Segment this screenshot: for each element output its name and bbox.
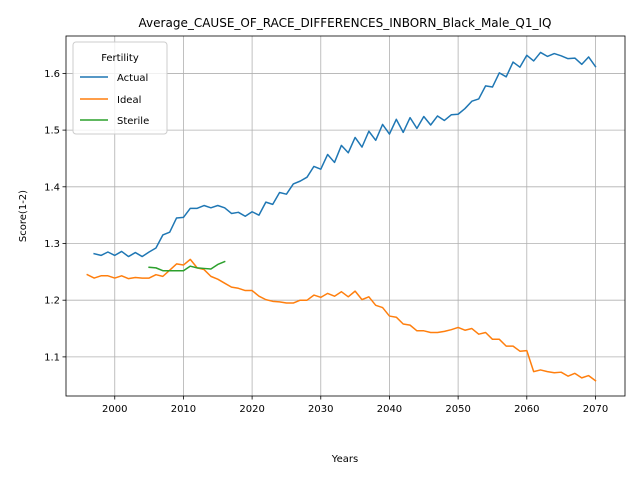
legend-label-sterile: Sterile bbox=[117, 116, 149, 127]
y-tick-label: 1.6 bbox=[44, 69, 60, 80]
y-tick-label: 1.3 bbox=[44, 239, 60, 250]
x-tick-label: 2020 bbox=[239, 404, 264, 415]
x-tick-label: 2030 bbox=[308, 404, 333, 415]
series-line-ideal bbox=[87, 259, 595, 380]
legend: Fertility Actual Ideal Sterile bbox=[73, 42, 167, 134]
y-tick-label: 1.2 bbox=[44, 296, 60, 307]
chart-title: Average_CAUSE_OF_RACE_DIFFERENCES_INBORN… bbox=[139, 16, 552, 30]
legend-label-ideal: Ideal bbox=[117, 95, 141, 106]
x-tick-label: 2040 bbox=[377, 404, 402, 415]
legend-label-actual: Actual bbox=[117, 73, 148, 84]
y-tick-label: 1.4 bbox=[44, 182, 60, 193]
y-axis-label: Score(1-2) bbox=[18, 190, 29, 242]
y-tick-label: 1.5 bbox=[44, 126, 60, 137]
x-tick-label: 2060 bbox=[514, 404, 539, 415]
series-line-actual bbox=[94, 52, 595, 256]
y-tick-label: 1.1 bbox=[44, 352, 60, 363]
x-tick-label: 2010 bbox=[171, 404, 196, 415]
x-tick-label: 2000 bbox=[102, 404, 127, 415]
legend-title: Fertility bbox=[101, 53, 139, 64]
x-tick-label: 2050 bbox=[445, 404, 470, 415]
x-tick-label: 2070 bbox=[583, 404, 608, 415]
x-axis-label: Years bbox=[331, 454, 358, 465]
